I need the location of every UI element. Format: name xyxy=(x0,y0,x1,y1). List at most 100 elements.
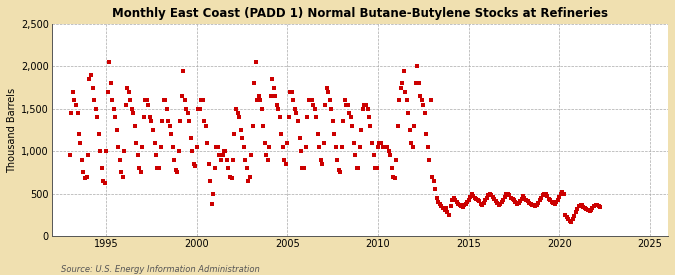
Point xyxy=(365,123,376,128)
Point xyxy=(264,145,275,149)
Point xyxy=(493,202,504,207)
Point xyxy=(68,90,78,94)
Point xyxy=(387,174,398,179)
Point xyxy=(348,141,359,145)
Point xyxy=(107,98,117,103)
Point xyxy=(479,201,489,205)
Point xyxy=(537,193,548,197)
Point xyxy=(267,77,277,81)
Point xyxy=(330,145,341,149)
Point xyxy=(252,98,263,103)
Point xyxy=(238,145,249,149)
Point xyxy=(471,197,482,201)
Point xyxy=(250,60,261,64)
Point xyxy=(143,102,154,107)
Point xyxy=(221,158,232,162)
Point xyxy=(102,90,113,94)
Point xyxy=(194,106,205,111)
Point xyxy=(320,102,331,107)
Point xyxy=(170,168,181,172)
Point xyxy=(247,123,258,128)
Point xyxy=(99,181,110,186)
Point xyxy=(409,123,420,128)
Point xyxy=(116,170,127,175)
Point xyxy=(453,202,464,206)
Point xyxy=(169,158,180,162)
Point xyxy=(563,217,574,221)
Point xyxy=(439,208,450,212)
Point xyxy=(236,128,246,132)
Point xyxy=(167,145,178,149)
Point xyxy=(190,164,200,169)
Point xyxy=(110,115,121,119)
Point xyxy=(182,111,193,115)
Point xyxy=(501,192,512,197)
Point xyxy=(522,199,533,204)
Point xyxy=(475,202,486,206)
Point xyxy=(536,196,547,200)
Point xyxy=(282,141,293,145)
Point xyxy=(381,145,392,149)
Point xyxy=(377,145,388,149)
Point xyxy=(329,132,340,136)
Point xyxy=(165,132,176,136)
Point xyxy=(318,141,329,145)
Point xyxy=(140,98,151,103)
Point xyxy=(265,94,276,98)
Point xyxy=(408,145,418,149)
Point xyxy=(243,179,254,183)
Point xyxy=(77,158,88,162)
Point xyxy=(88,98,99,103)
Point xyxy=(441,206,452,210)
Point xyxy=(226,176,237,180)
Point xyxy=(137,145,148,149)
Point xyxy=(496,200,507,204)
Point xyxy=(109,106,119,111)
Point xyxy=(114,158,125,162)
Point xyxy=(543,197,554,201)
Point xyxy=(336,145,347,149)
Point xyxy=(454,203,465,208)
Point xyxy=(340,98,350,103)
Point xyxy=(551,200,562,204)
Point xyxy=(207,202,217,206)
Point xyxy=(335,170,346,175)
Point xyxy=(562,215,572,219)
Point xyxy=(519,196,530,200)
Point xyxy=(552,197,563,202)
Point xyxy=(205,179,216,183)
Point xyxy=(360,102,371,107)
Point xyxy=(495,202,506,206)
Point xyxy=(200,123,211,128)
Point xyxy=(292,119,303,124)
Point xyxy=(124,90,134,94)
Point xyxy=(464,195,475,199)
Point xyxy=(483,193,493,197)
Point xyxy=(430,187,441,192)
Point xyxy=(175,119,186,124)
Point xyxy=(566,219,577,224)
Point xyxy=(269,85,279,90)
Point xyxy=(578,205,589,209)
Point xyxy=(524,201,535,205)
Point xyxy=(148,128,159,132)
Point xyxy=(352,166,362,170)
Point xyxy=(126,106,137,111)
Point xyxy=(591,203,602,208)
Point xyxy=(97,166,107,170)
Point xyxy=(383,149,394,153)
Point xyxy=(290,106,300,111)
Point xyxy=(180,98,190,103)
Point xyxy=(457,205,468,209)
Point xyxy=(227,158,238,162)
Point xyxy=(142,98,153,103)
Point xyxy=(362,106,373,111)
Point xyxy=(410,81,421,86)
Point xyxy=(134,166,144,170)
Point xyxy=(324,98,335,103)
Point xyxy=(576,203,587,208)
Point xyxy=(569,213,580,218)
Point xyxy=(415,94,426,98)
Point xyxy=(520,197,531,202)
Point xyxy=(74,132,84,136)
